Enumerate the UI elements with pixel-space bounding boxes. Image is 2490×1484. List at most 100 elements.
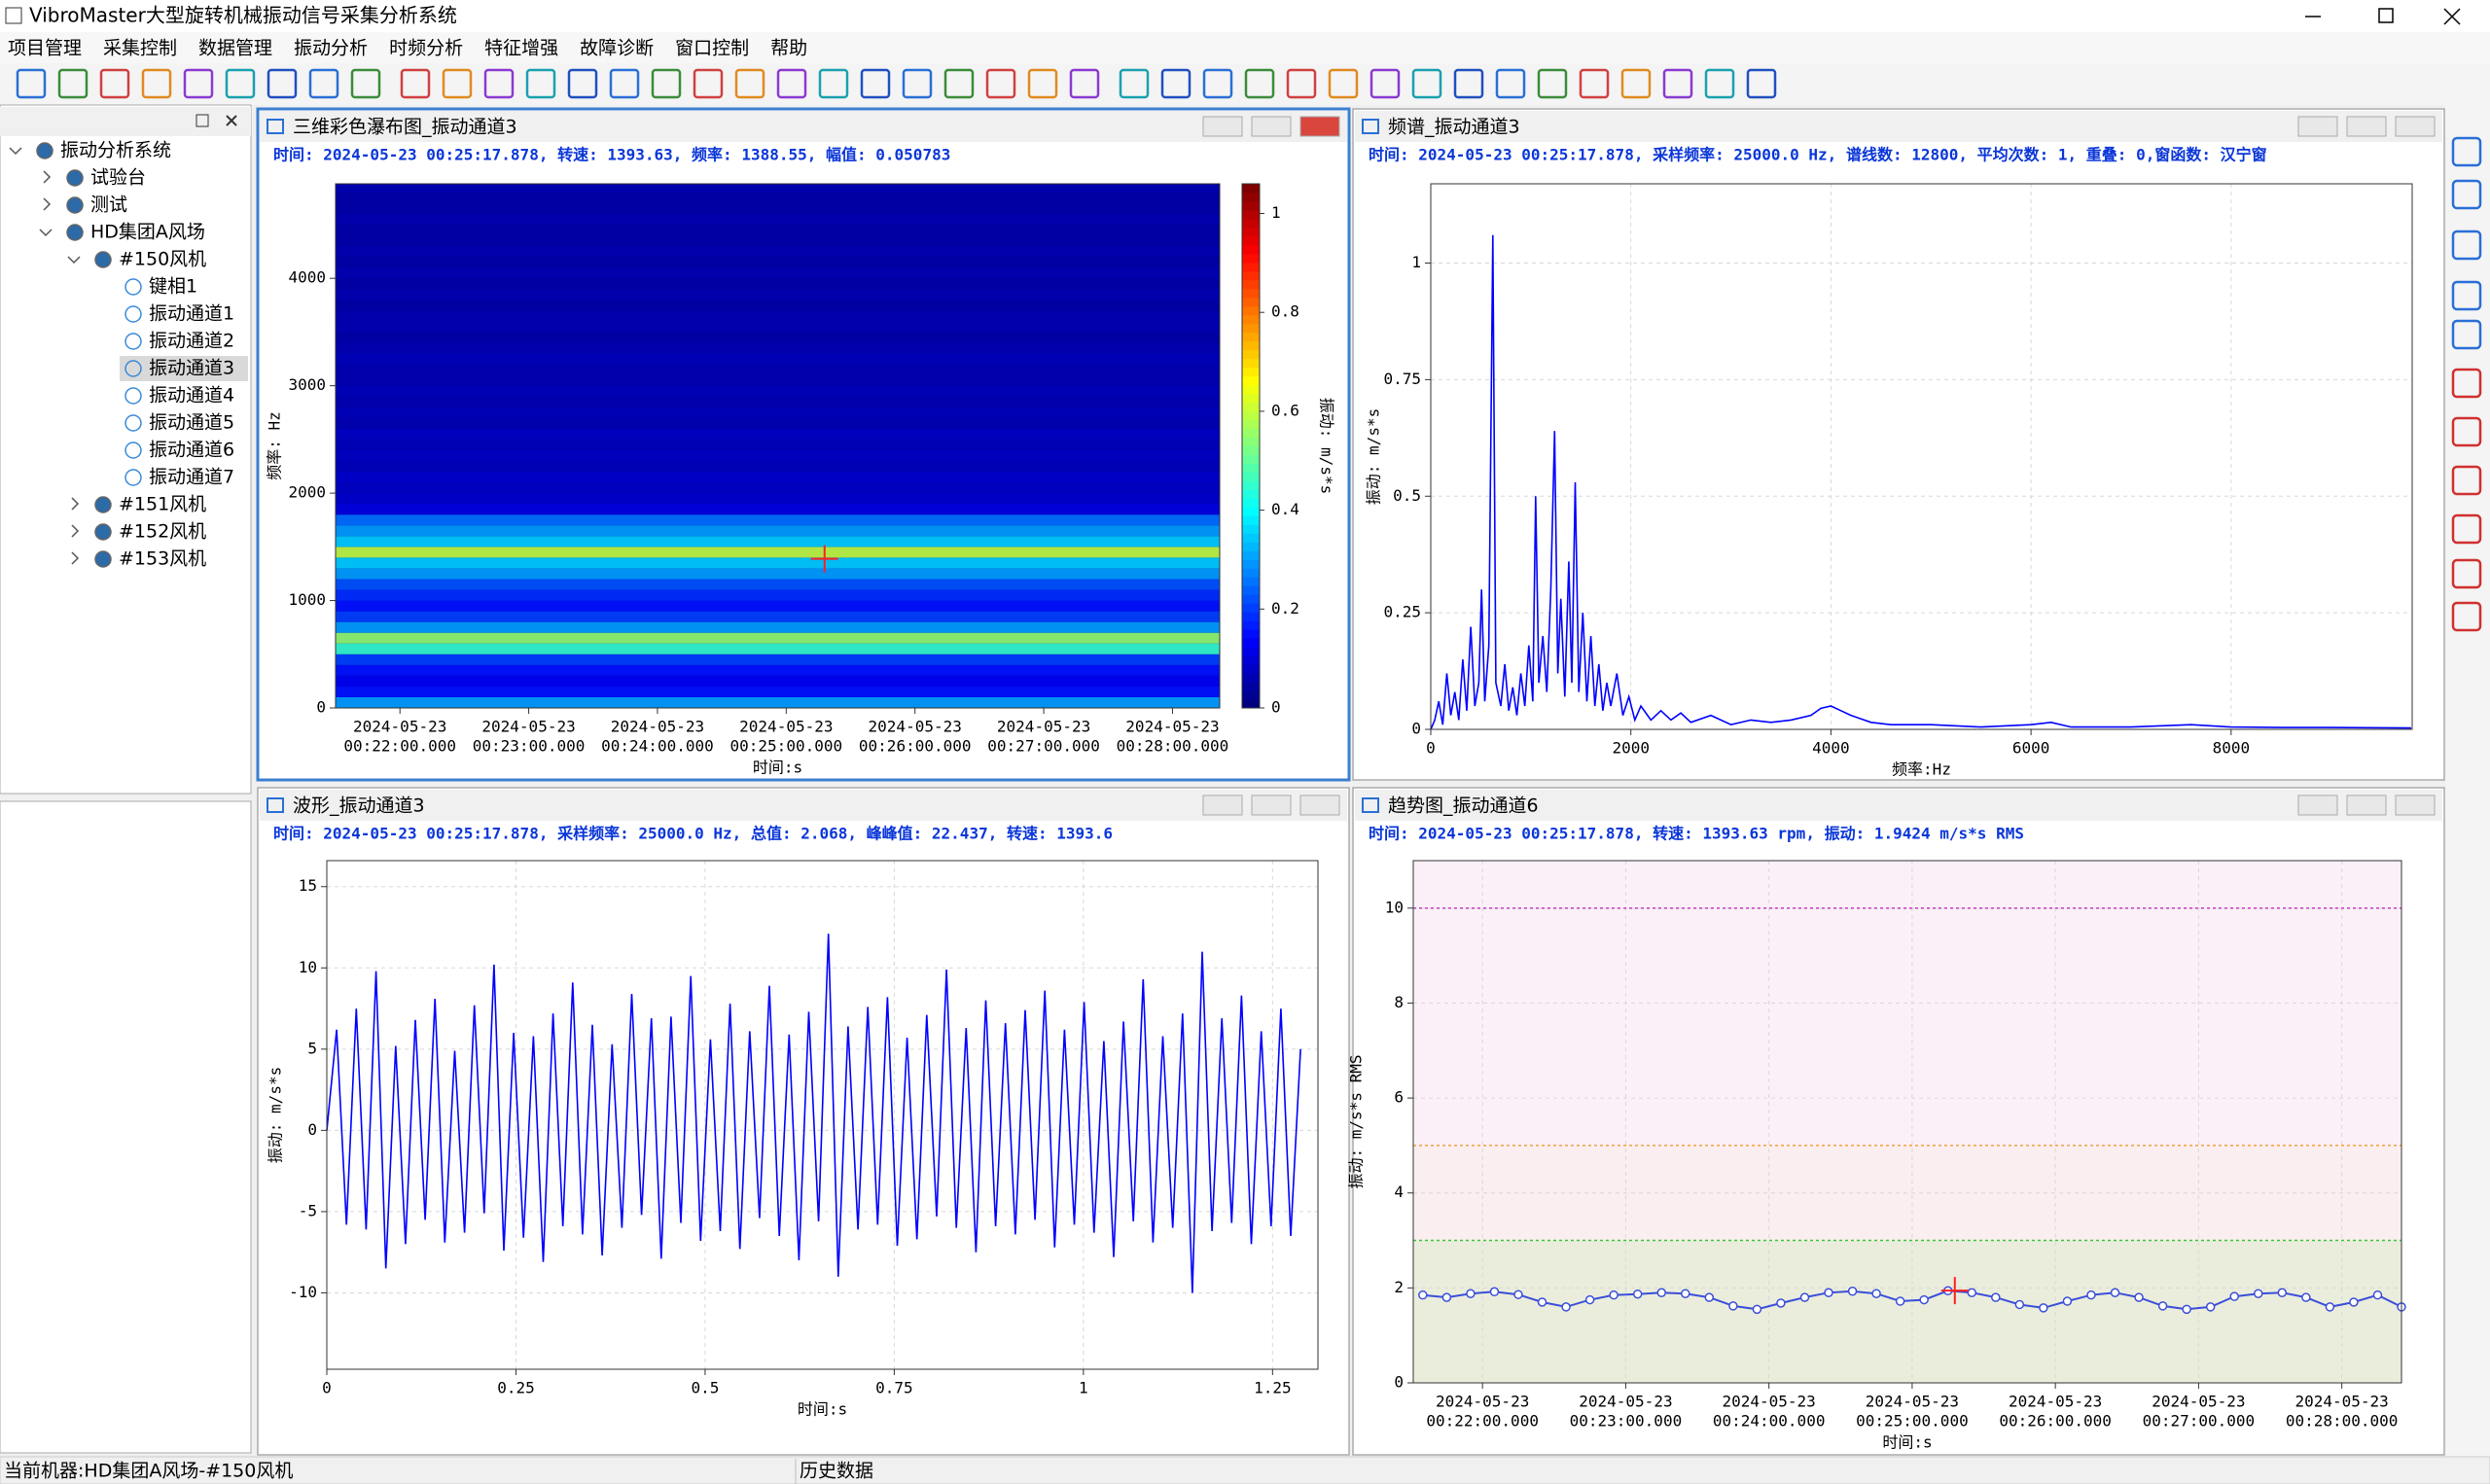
tree-label[interactable]: HD集团A风场 [90,222,205,243]
side-tool-button[interactable] [2451,558,2482,589]
toolbar-button[interactable] [1244,68,1275,99]
side-tool-button[interactable] [2451,136,2482,167]
tree-label[interactable]: 振动通道7 [149,467,234,488]
toolbar-button[interactable] [1069,68,1100,99]
window-close[interactable] [1299,116,1340,137]
window-min[interactable] [2297,116,2338,137]
close-panel-button[interactable] [226,115,237,126]
window-max[interactable] [2346,116,2387,137]
toolbar-button[interactable] [609,68,640,99]
tree-label[interactable]: 振动通道4 [149,385,234,406]
toolbar-button[interactable] [1202,68,1233,99]
tree-label[interactable]: 振动分析系统 [60,140,171,161]
tree-expander[interactable] [39,229,53,237]
window-close[interactable] [2395,795,2436,816]
toolbar-button[interactable] [567,68,598,99]
tree-label[interactable]: 键相1 [149,276,197,298]
window-min[interactable] [2297,795,2338,816]
toolbar-button[interactable] [183,68,214,99]
toolbar-button[interactable] [1027,68,1058,99]
tree-expander[interactable] [71,551,80,565]
toolbar-button[interactable] [1495,68,1526,99]
side-tool-button[interactable] [2451,601,2482,632]
toolbar-button[interactable] [400,68,431,99]
toolbar-button[interactable] [350,68,381,99]
side-tool-button[interactable] [2451,230,2482,261]
menu-item[interactable]: 数据管理 [198,38,272,59]
tree-label[interactable]: 振动通道6 [149,440,234,461]
toolbar-button[interactable] [1746,68,1777,99]
toolbar-button[interactable] [525,68,556,99]
toolbar-button[interactable] [985,68,1016,99]
toolbar-button[interactable] [1286,68,1317,99]
toolbar-button[interactable] [483,68,515,99]
toolbar-button[interactable] [1453,68,1484,99]
toolbar-button[interactable] [651,68,682,99]
side-tool-button[interactable] [2451,319,2482,350]
toolbar-button[interactable] [943,68,975,99]
tree-label[interactable]: #150风机 [119,249,206,270]
toolbar-button[interactable] [1537,68,1568,99]
tree-label[interactable]: 测试 [90,194,127,216]
toolbar-button[interactable] [1620,68,1652,99]
tree-label[interactable]: #152风机 [119,521,206,543]
toolbar-button[interactable] [16,68,47,99]
toolbar-button[interactable] [860,68,891,99]
toolbar-button[interactable] [818,68,849,99]
menu-item[interactable]: 故障诊断 [580,38,654,59]
menu-item[interactable]: 振动分析 [294,38,368,59]
menu-item[interactable]: 特征增强 [484,38,558,59]
menu-item[interactable]: 项目管理 [8,38,82,59]
toolbar-button[interactable] [1370,68,1401,99]
tree-expander[interactable] [43,197,52,211]
window-min[interactable] [1202,116,1243,137]
toolbar-button[interactable] [141,68,172,99]
toolbar-button[interactable] [734,68,765,99]
tree-expander[interactable] [67,256,81,265]
side-tool-button[interactable] [2451,465,2482,496]
side-tool-button[interactable] [2451,179,2482,210]
tree-label[interactable]: 振动通道2 [149,331,234,352]
toolbar-button[interactable] [308,68,339,99]
side-tool-button[interactable] [2451,513,2482,545]
toolbar-button[interactable] [1704,68,1735,99]
window-close[interactable] [1299,795,1340,816]
side-tool-button[interactable] [2451,416,2482,447]
toolbar-button[interactable] [1411,68,1442,99]
toolbar-button[interactable] [99,68,130,99]
tree-label[interactable]: 试验台 [90,167,146,189]
menu-item[interactable]: 窗口控制 [675,38,749,59]
menu-item[interactable]: 采集控制 [103,38,177,59]
toolbar-button[interactable] [693,68,724,99]
toolbar-button[interactable] [442,68,473,99]
tree-expander[interactable] [71,497,80,511]
tree-expander[interactable] [9,147,22,156]
window-max[interactable] [1251,795,1292,816]
toolbar-button[interactable] [57,68,89,99]
toolbar-button[interactable] [225,68,256,99]
tree-expander[interactable] [43,170,52,184]
tree-label[interactable]: 振动通道5 [149,412,234,434]
window-max[interactable] [1251,116,1292,137]
tree-expander[interactable] [71,524,80,538]
side-tool-button[interactable] [2451,280,2482,311]
menu-item[interactable]: 时频分析 [389,38,463,59]
toolbar-button[interactable] [902,68,933,99]
menu-item[interactable]: 帮助 [770,38,807,59]
side-tool-button[interactable] [2451,368,2482,399]
float-button[interactable] [196,114,209,127]
toolbar-button[interactable] [1662,68,1693,99]
window-max[interactable] [2346,795,2387,816]
restore-button[interactable] [2378,8,2394,23]
toolbar-button[interactable] [1119,68,1150,99]
close-button[interactable] [2443,8,2461,25]
toolbar-button[interactable] [776,68,807,99]
tree-label[interactable]: 振动通道3 [149,358,234,379]
toolbar-button[interactable] [1160,68,1192,99]
tree-label[interactable]: #151风机 [119,494,206,515]
window-close[interactable] [2395,116,2436,137]
toolbar-button[interactable] [1579,68,1610,99]
window-min[interactable] [1202,795,1243,816]
toolbar-button[interactable] [267,68,298,99]
tree-label[interactable]: #153风机 [119,548,206,570]
